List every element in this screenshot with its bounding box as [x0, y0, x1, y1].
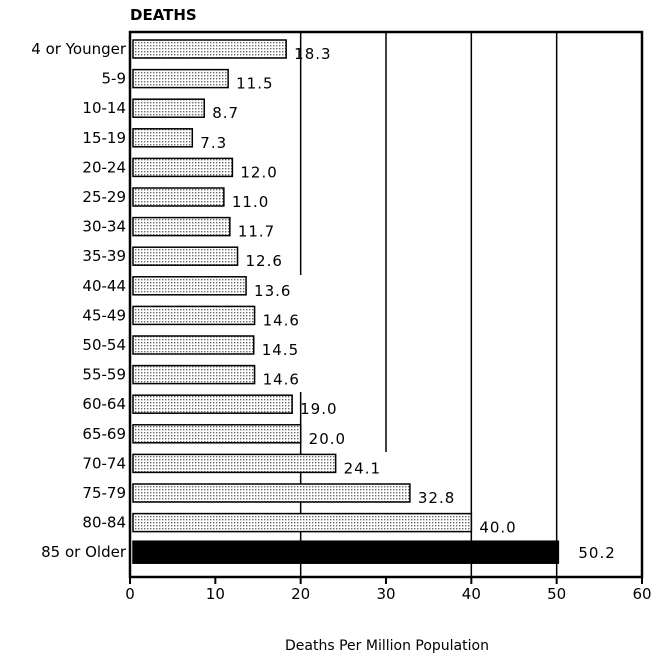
category-label-5: 25-29: [82, 188, 126, 206]
bar-5: [132, 187, 225, 207]
category-label-15: 75-79: [82, 484, 126, 502]
bar-17: [132, 540, 560, 564]
value-label-15: 32.8: [418, 489, 455, 507]
category-label-3: 15-19: [82, 129, 126, 147]
x-tick-label-2: 20: [291, 585, 310, 603]
value-label-0: 18.3: [294, 45, 331, 63]
x-tick-label-0: 0: [125, 585, 135, 603]
value-label-12: 19.0: [300, 400, 337, 418]
bar-16: [132, 512, 473, 533]
category-label-4: 20-24: [82, 158, 126, 176]
value-label-6: 11.7: [238, 223, 275, 241]
category-label-6: 30-34: [82, 218, 126, 236]
category-label-7: 35-39: [82, 247, 126, 265]
value-label-2: 8.7: [212, 104, 239, 122]
bar-11: [132, 364, 256, 385]
category-label-10: 50-54: [82, 336, 126, 354]
bar-7: [132, 246, 239, 266]
bar-1: [132, 68, 229, 89]
bar-14: [132, 453, 337, 474]
value-label-5: 11.0: [232, 193, 269, 211]
category-label-1: 5-9: [102, 70, 127, 88]
bar-10: [132, 335, 255, 355]
category-label-14: 70-74: [82, 454, 126, 472]
value-label-8: 13.6: [254, 282, 291, 300]
category-label-12: 60-64: [82, 395, 126, 413]
category-label-16: 80-84: [82, 514, 126, 532]
value-label-11: 14.6: [263, 371, 300, 389]
value-label-3: 7.3: [200, 134, 227, 152]
category-label-8: 40-44: [82, 277, 126, 295]
value-label-4: 12.0: [240, 163, 277, 181]
x-tick-label-4: 40: [462, 585, 481, 603]
category-label-17: 85 or Older: [41, 543, 127, 561]
x-tick-label-3: 30: [376, 585, 395, 603]
bar-12: [132, 394, 293, 414]
bar-6: [132, 216, 231, 237]
category-label-13: 65-69: [82, 425, 126, 443]
value-label-10: 14.5: [262, 341, 299, 359]
bar-9: [132, 305, 256, 326]
x-axis-label: Deaths Per Million Population: [285, 638, 489, 654]
bar-13: [132, 424, 302, 444]
bar-3: [132, 128, 194, 148]
chart-title: DEATHS: [130, 6, 197, 24]
value-label-14: 24.1: [344, 459, 381, 477]
x-tick-label-5: 50: [547, 585, 566, 603]
category-label-2: 10-14: [82, 99, 126, 117]
value-label-17: 50.2: [578, 544, 615, 562]
category-label-11: 55-59: [82, 366, 126, 384]
value-label-16: 40.0: [479, 519, 516, 537]
value-label-1: 11.5: [236, 75, 273, 93]
category-label-9: 45-49: [82, 306, 126, 324]
value-label-7: 12.6: [246, 252, 283, 270]
bar-15: [132, 483, 411, 503]
value-label-13: 20.0: [309, 430, 346, 448]
x-tick-label-6: 60: [632, 585, 651, 603]
bar-2: [132, 98, 205, 118]
bar-4: [132, 157, 234, 178]
bar-8: [132, 276, 247, 296]
value-label-9: 14.6: [263, 311, 300, 329]
bar-0: [132, 39, 287, 59]
x-tick-label-1: 10: [206, 585, 225, 603]
category-label-0: 4 or Younger: [31, 40, 127, 58]
